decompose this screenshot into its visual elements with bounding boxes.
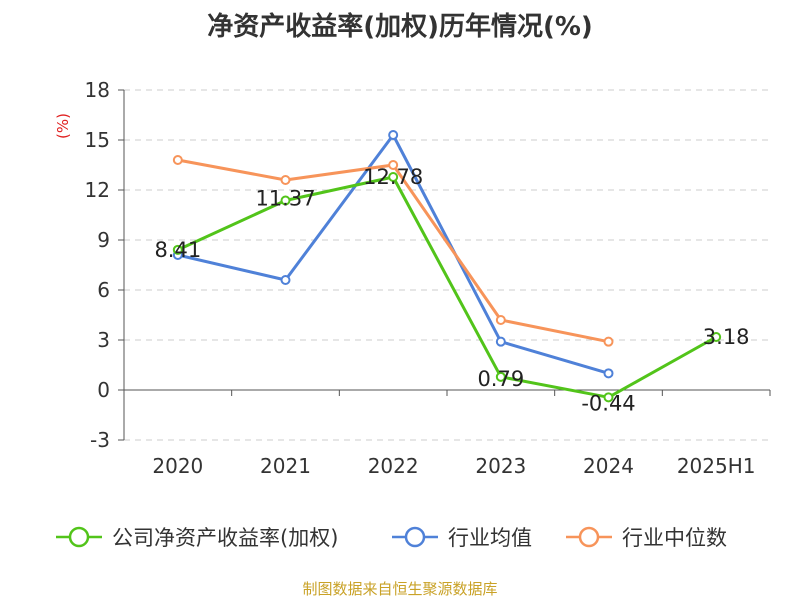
data-label: 11.37 — [255, 187, 315, 211]
data-point — [603, 392, 614, 403]
legend-label: 公司净资产收益率(加权) — [112, 526, 338, 550]
legend-label: 行业均值 — [448, 526, 532, 550]
x-tick-label: 2020 — [152, 454, 203, 478]
data-point — [603, 336, 614, 347]
data-labels: 8.41 11.37 12.78 0.79 -0.44 3.18 — [154, 165, 749, 415]
data-point — [280, 195, 291, 206]
data-point — [388, 160, 399, 170]
y-tick-label: 12 — [85, 178, 110, 202]
y-tick-label: 15 — [85, 128, 110, 152]
data-point — [172, 244, 183, 255]
data-label: 3.18 — [703, 325, 750, 349]
data-point — [388, 130, 399, 140]
data-label: 0.79 — [477, 367, 524, 391]
x-tick-label: 2024 — [583, 454, 634, 478]
data-label: -0.44 — [581, 391, 635, 415]
legend-marker — [578, 526, 600, 548]
series-lines — [172, 130, 722, 403]
y-tick-label: 3 — [97, 328, 110, 352]
legend-marker — [404, 526, 426, 548]
data-point — [495, 336, 506, 347]
data-point — [495, 315, 506, 325]
x-tick-label: 2023 — [475, 454, 526, 478]
y-tick-label: -3 — [90, 428, 110, 452]
x-tick-label: 2025H1 — [677, 454, 756, 478]
legend-marker — [68, 526, 90, 548]
data-point — [280, 175, 291, 185]
data-point — [172, 155, 183, 165]
legend: 公司净资产收益率(加权) 行业均值 行业中位数 — [56, 526, 727, 550]
legend-label: 行业中位数 — [622, 526, 727, 550]
x-tick-label: 2021 — [260, 454, 311, 478]
axes: -3 0 3 6 9 12 15 18 2020 2021 2022 2023 2024 2025H1 — [85, 78, 771, 478]
y-tick-label: 18 — [85, 78, 110, 102]
chart-title: 净资产收益率(加权)历年情况(%) — [207, 12, 593, 42]
y-tick-label: 6 — [97, 278, 110, 302]
series-line — [177, 175, 717, 399]
y-tick-label: 9 — [97, 228, 110, 252]
data-point — [711, 332, 722, 342]
y-axis-label: (%) — [54, 113, 72, 139]
data-label: 12.78 — [363, 165, 423, 189]
y-tick-label: 0 — [97, 378, 110, 402]
data-point — [495, 371, 506, 382]
x-tick-label: 2022 — [368, 454, 419, 478]
data-point — [388, 172, 399, 182]
data-label: 8.41 — [154, 238, 201, 262]
source-note: 制图数据来自恒生聚源数据库 — [302, 580, 498, 598]
data-point — [603, 368, 614, 379]
data-point — [280, 275, 291, 285]
